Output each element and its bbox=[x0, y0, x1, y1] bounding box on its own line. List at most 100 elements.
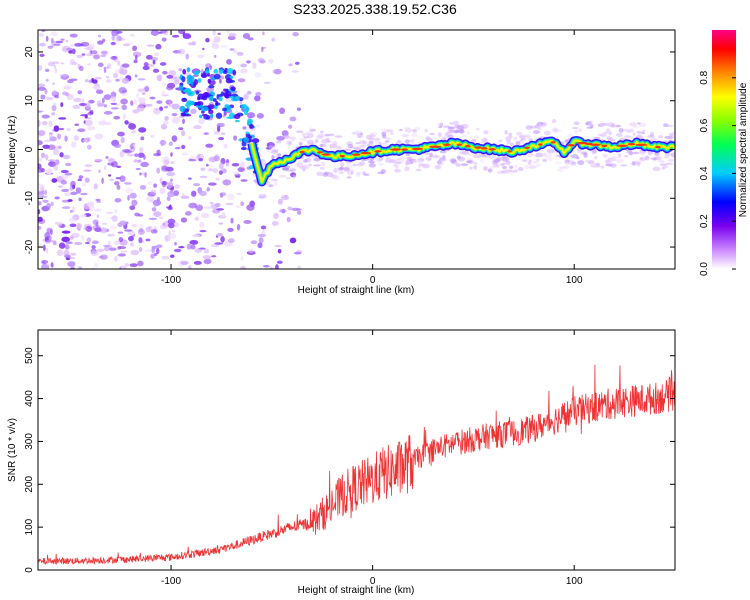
spectral-halo-blob bbox=[591, 151, 596, 155]
spectral-noise-blob bbox=[117, 60, 121, 66]
spectral-cluster-blob bbox=[199, 114, 203, 119]
spectral-halo-blob bbox=[538, 124, 545, 128]
spectrogram-xtick-label: -100 bbox=[161, 275, 181, 286]
spectral-noise-blob bbox=[61, 230, 71, 234]
spectral-noise-blob bbox=[233, 135, 238, 141]
spectral-noise-blob bbox=[131, 129, 136, 134]
spectral-noise-blob bbox=[152, 107, 161, 115]
spectral-halo-blob bbox=[577, 150, 584, 154]
spectral-noise-blob bbox=[124, 120, 129, 125]
spectral-noise-blob bbox=[160, 30, 168, 34]
spectral-noise-blob bbox=[114, 255, 118, 263]
spectral-noise-blob bbox=[142, 87, 150, 93]
spectral-noise-blob bbox=[208, 182, 217, 186]
spectral-noise-blob bbox=[83, 169, 92, 172]
spectral-noise-blob bbox=[279, 107, 286, 115]
spectral-noise-blob bbox=[92, 86, 100, 89]
spectral-noise-blob bbox=[38, 83, 46, 88]
spectral-noise-blob bbox=[217, 32, 221, 36]
spectral-noise-blob bbox=[240, 179, 248, 182]
spectral-noise-blob bbox=[202, 47, 205, 51]
spectral-noise-blob bbox=[163, 120, 169, 125]
spectral-noise-blob bbox=[243, 93, 249, 100]
spectral-noise-blob bbox=[128, 123, 137, 130]
spectral-peak-spot bbox=[411, 147, 424, 151]
spectral-halo-blob bbox=[314, 139, 319, 144]
spectral-halo-blob bbox=[534, 154, 540, 158]
spectral-noise-blob bbox=[133, 59, 138, 64]
spectral-noise-blob bbox=[198, 157, 204, 162]
spectral-noise-blob bbox=[138, 228, 144, 233]
spectral-noise-blob bbox=[123, 149, 132, 154]
spectral-noise-blob bbox=[174, 241, 177, 246]
spectral-noise-blob bbox=[272, 221, 277, 227]
spectral-noise-blob bbox=[260, 225, 267, 230]
spectral-noise-blob bbox=[122, 113, 126, 120]
spectral-noise-blob bbox=[145, 226, 152, 233]
spectral-noise-blob bbox=[78, 197, 82, 202]
spectral-noise-blob bbox=[47, 159, 57, 162]
spectral-halo-blob bbox=[286, 169, 294, 172]
spectral-halo-blob bbox=[270, 156, 276, 159]
spectral-cluster-blob bbox=[182, 68, 187, 75]
spectral-noise-blob bbox=[275, 264, 279, 269]
spectral-halo-blob bbox=[461, 134, 467, 138]
spectral-halo-blob bbox=[367, 160, 376, 163]
spectral-halo-blob bbox=[404, 128, 413, 133]
spectral-noise-blob bbox=[38, 174, 42, 178]
spectral-halo-blob bbox=[301, 132, 307, 138]
spectral-noise-blob bbox=[150, 229, 158, 234]
spectral-noise-blob bbox=[203, 206, 213, 209]
spectral-noise-blob bbox=[232, 171, 240, 175]
spectral-noise-blob bbox=[84, 177, 90, 183]
spectral-noise-blob bbox=[61, 236, 70, 243]
spectral-halo-blob bbox=[577, 160, 585, 166]
spectral-noise-blob bbox=[126, 153, 135, 157]
spectral-halo-blob bbox=[419, 163, 428, 167]
spectral-halo-blob bbox=[300, 137, 307, 142]
spectral-noise-blob bbox=[98, 169, 101, 174]
spectral-noise-blob bbox=[273, 212, 279, 220]
spectral-noise-blob bbox=[144, 85, 150, 92]
spectral-noise-blob bbox=[125, 187, 134, 194]
spectrogram-ytick-label: 0 bbox=[24, 146, 35, 152]
spectral-halo-blob bbox=[308, 132, 313, 138]
spectral-noise-blob bbox=[187, 265, 192, 269]
spectral-noise-blob bbox=[134, 212, 141, 217]
spectral-noise-blob bbox=[156, 74, 163, 82]
spectral-noise-blob bbox=[150, 253, 155, 259]
spectral-halo-blob bbox=[321, 161, 326, 167]
spectral-cluster-blob bbox=[178, 85, 184, 91]
spectral-noise-blob bbox=[45, 96, 54, 101]
spectral-noise-blob bbox=[72, 104, 81, 110]
spectral-noise-blob bbox=[171, 103, 180, 110]
spectral-noise-blob bbox=[171, 112, 178, 117]
spectral-halo-blob bbox=[327, 140, 331, 143]
spectral-halo-blob bbox=[324, 133, 330, 137]
spectral-noise-blob bbox=[81, 53, 86, 56]
spectral-noise-blob bbox=[142, 65, 150, 71]
spectral-noise-blob bbox=[145, 103, 153, 107]
spectral-halo-blob bbox=[632, 132, 636, 136]
spectral-noise-blob bbox=[156, 100, 163, 104]
spectral-noise-blob bbox=[254, 95, 261, 102]
spectral-halo-blob bbox=[321, 138, 328, 144]
spectral-noise-blob bbox=[93, 183, 98, 190]
spectral-halo-blob bbox=[410, 141, 415, 145]
spectral-halo-blob bbox=[336, 145, 342, 150]
spectral-noise-blob bbox=[113, 240, 121, 246]
spectral-noise-blob bbox=[144, 249, 153, 252]
spectral-noise-blob bbox=[50, 262, 54, 268]
spectral-noise-blob bbox=[242, 126, 247, 130]
spectral-halo-blob bbox=[394, 168, 402, 173]
spectral-noise-blob bbox=[146, 44, 155, 47]
spectral-noise-blob bbox=[71, 48, 76, 55]
spectral-peak-spot bbox=[537, 143, 543, 146]
spectral-noise-blob bbox=[152, 68, 160, 73]
spectral-noise-blob bbox=[153, 211, 162, 218]
spectral-noise-blob bbox=[87, 63, 91, 66]
spectral-noise-blob bbox=[67, 261, 76, 267]
spectral-halo-blob bbox=[547, 157, 553, 161]
spectral-noise-blob bbox=[171, 135, 178, 142]
spectral-noise-blob bbox=[39, 53, 45, 57]
